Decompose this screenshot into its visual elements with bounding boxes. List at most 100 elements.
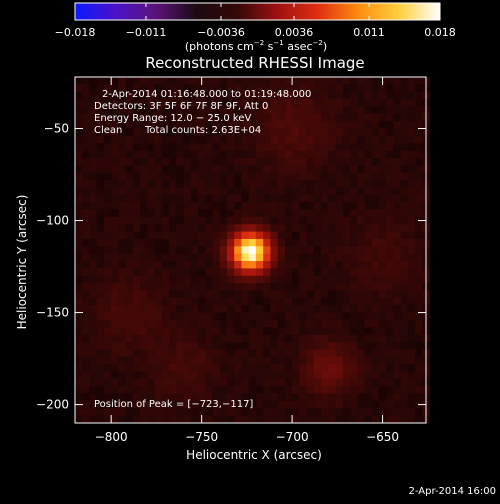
heatmap-cell	[364, 268, 373, 277]
heatmap-cell	[407, 356, 416, 365]
heatmap-cell	[299, 400, 307, 409]
heatmap-cell	[103, 121, 112, 129]
heatmap-cell	[234, 157, 242, 166]
heatmap-cell	[400, 106, 409, 115]
heatmap-cell	[248, 327, 257, 336]
heatmap-cell	[263, 180, 271, 188]
heatmap-cell	[226, 312, 235, 321]
heatmap-cell	[328, 165, 336, 174]
heatmap-cell	[299, 297, 307, 306]
heatmap-cell	[75, 128, 83, 137]
heatmap-cell	[147, 172, 156, 181]
heatmap-cell	[176, 342, 184, 350]
heatmap-cell	[111, 319, 119, 328]
heatmap-cell	[371, 378, 380, 387]
heatmap-cell	[89, 113, 98, 122]
heatmap-cell	[176, 393, 184, 402]
heatmap-cell	[299, 209, 307, 218]
heatmap-cell	[205, 209, 213, 218]
heatmap-cell	[169, 106, 177, 115]
heatmap-cell	[132, 143, 141, 152]
heatmap-cell	[306, 157, 315, 166]
heatmap-cell	[212, 113, 221, 122]
heatmap-cell	[125, 91, 134, 100]
heatmap-cell	[234, 216, 242, 225]
heatmap-cell	[378, 194, 387, 203]
heatmap-cell	[118, 187, 127, 196]
heatmap-cell	[299, 216, 307, 225]
heatmap-cell	[75, 91, 83, 100]
heatmap-cell	[219, 356, 228, 365]
heatmap-cell	[299, 415, 307, 424]
heatmap-cell	[111, 246, 119, 255]
heatmap-cell	[154, 349, 163, 358]
heatmap-cell	[357, 157, 365, 166]
heatmap-cell	[111, 290, 119, 299]
heatmap-cell	[415, 202, 423, 210]
heatmap-cell	[386, 268, 394, 277]
heatmap-cell	[234, 99, 242, 107]
heatmap-cell	[161, 268, 170, 277]
heatmap-cell	[342, 297, 351, 306]
heatmap-cell	[132, 187, 141, 196]
heatmap-cell	[125, 165, 134, 174]
heatmap-cell	[292, 224, 300, 232]
heatmap-cell	[89, 275, 98, 284]
heatmap-cell	[89, 128, 98, 137]
heatmap-cell	[96, 84, 105, 93]
heatmap-cell	[328, 246, 336, 255]
heatmap-cell	[263, 327, 271, 336]
heatmap-cell	[284, 283, 293, 291]
heatmap-cell	[299, 202, 307, 210]
heatmap-cell	[248, 91, 257, 100]
heatmap-cell	[277, 364, 286, 372]
heatmap-cell	[335, 150, 344, 159]
heatmap-cell	[205, 334, 213, 343]
heatmap-cell	[82, 121, 90, 129]
heatmap-cell	[328, 356, 336, 365]
heatmap-cell	[357, 143, 365, 152]
plot-area: −800 −750 −700 −650−50−100−150−200	[36, 76, 431, 444]
heatmap-cell	[190, 224, 199, 232]
heatmap-cell	[234, 106, 242, 115]
heatmap-cell	[241, 415, 250, 424]
heatmap-cell	[111, 342, 119, 350]
heatmap-cell	[234, 194, 242, 203]
heatmap-cell	[219, 364, 228, 372]
heatmap-cell	[371, 275, 380, 284]
heatmap-cell	[190, 128, 199, 137]
heatmap-cell	[118, 150, 127, 159]
heatmap-cell	[161, 180, 170, 188]
heatmap-cell	[263, 334, 271, 343]
heatmap-cell	[176, 224, 184, 232]
heatmap-cell	[234, 150, 242, 159]
heatmap-cell	[226, 91, 235, 100]
heatmap-cell	[299, 283, 307, 291]
heatmap-cell	[190, 253, 199, 262]
heatmap-cell	[386, 283, 394, 291]
heatmap-cell	[205, 187, 213, 196]
heatmap-cell	[263, 283, 271, 291]
heatmap-cell	[82, 91, 90, 100]
heatmap-cell	[205, 216, 213, 225]
heatmap-cell	[386, 106, 394, 115]
heatmap-cell	[313, 246, 322, 255]
y-tick-label: −150	[36, 306, 69, 320]
heatmap-cell	[415, 209, 423, 218]
heatmap-cell	[241, 135, 250, 144]
heatmap-cell	[386, 386, 394, 394]
heatmap-cell	[292, 165, 300, 174]
heatmap-cell	[350, 77, 358, 85]
heatmap-cell	[393, 194, 402, 203]
heatmap-cell	[292, 238, 300, 247]
heatmap-cell	[335, 246, 344, 255]
heatmap-cell	[226, 194, 235, 203]
heatmap-cell	[219, 238, 228, 247]
heatmap-cell	[198, 319, 206, 328]
heatmap-cell	[386, 400, 394, 409]
heatmap-cell	[400, 290, 409, 299]
heatmap-cell	[248, 283, 257, 291]
heatmap-cell	[386, 194, 394, 203]
heatmap-cell	[89, 327, 98, 336]
heatmap-cell	[212, 231, 221, 240]
